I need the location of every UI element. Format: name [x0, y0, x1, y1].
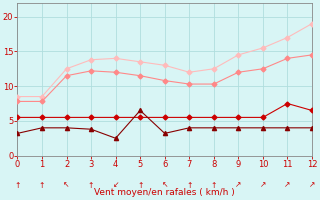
Text: ↗: ↗ [309, 181, 315, 190]
Text: ↙: ↙ [112, 181, 119, 190]
Text: ↑: ↑ [88, 181, 94, 190]
Text: ↖: ↖ [63, 181, 70, 190]
Text: ↗: ↗ [260, 181, 266, 190]
Text: ↑: ↑ [186, 181, 192, 190]
Text: ↗: ↗ [235, 181, 242, 190]
Text: ↑: ↑ [137, 181, 143, 190]
Text: ↑: ↑ [211, 181, 217, 190]
Text: ↑: ↑ [39, 181, 45, 190]
Text: ↑: ↑ [14, 181, 20, 190]
Text: ↗: ↗ [284, 181, 291, 190]
Text: ↖: ↖ [162, 181, 168, 190]
X-axis label: Vent moyen/en rafales ( km/h ): Vent moyen/en rafales ( km/h ) [94, 188, 235, 197]
